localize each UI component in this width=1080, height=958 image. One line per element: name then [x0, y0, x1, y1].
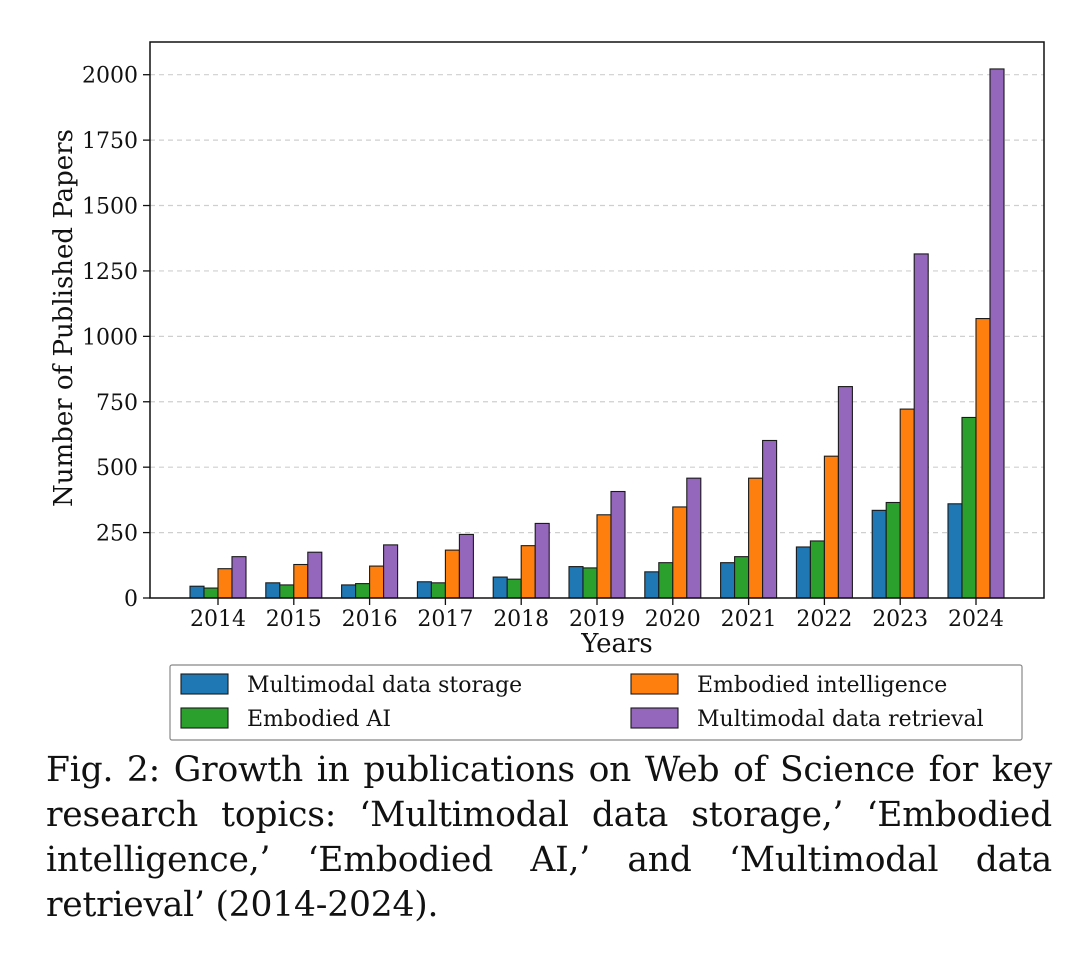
- y-axis-label: Number of Published Papers: [49, 129, 79, 507]
- bar: [596, 514, 612, 599]
- y-axis-ticks: 0 250 500 750 1000 1250 1500 1750 2000: [82, 64, 150, 612]
- legend-swatch: [180, 707, 229, 729]
- bar: [203, 587, 219, 599]
- bar: [885, 501, 901, 599]
- x-tick-label: 2020: [645, 607, 701, 632]
- bar: [189, 585, 205, 599]
- bars: [189, 68, 1005, 599]
- y-tick-label: 1750: [82, 129, 138, 154]
- bar: [961, 416, 977, 599]
- y-tick-label: 750: [96, 391, 138, 416]
- bar: [871, 509, 887, 599]
- bar: [341, 584, 357, 599]
- x-tick-label: 2019: [569, 607, 625, 632]
- x-tick-label: 2023: [872, 607, 928, 632]
- bar: [355, 583, 371, 599]
- legend-swatch: [630, 673, 679, 695]
- x-axis-ticks: 2014 2015 2016 2017 2018 2019 2020 2021 2022 2023…: [190, 598, 1004, 632]
- bar: [430, 582, 446, 599]
- bar: [293, 563, 309, 599]
- bar: [686, 477, 702, 599]
- x-tick-label: 2018: [493, 607, 549, 632]
- bar: [534, 522, 550, 599]
- legend-swatch: [180, 673, 229, 695]
- bar: [265, 582, 281, 599]
- y-tick-label: 2000: [82, 64, 138, 89]
- figure-caption: Fig. 2: Growth in publications on Web of…: [46, 750, 1052, 925]
- bar: [568, 566, 584, 599]
- bar: [231, 556, 247, 599]
- y-tick-label: 1500: [82, 195, 138, 220]
- bar: [947, 503, 963, 599]
- x-tick-label: 2024: [948, 607, 1004, 632]
- x-tick-label: 2014: [190, 607, 246, 632]
- bar: [913, 253, 929, 599]
- x-tick-label: 2021: [721, 607, 777, 632]
- bar: [762, 439, 778, 599]
- bar: [658, 562, 674, 599]
- y-tick-label: 1250: [82, 260, 138, 285]
- bar: [823, 455, 839, 599]
- bar: [492, 576, 508, 599]
- bar: [416, 581, 432, 599]
- x-tick-label: 2015: [266, 607, 322, 632]
- legend-entry: Embodied intelligence: [630, 673, 947, 698]
- x-tick-label: 2017: [417, 607, 473, 632]
- bar: [748, 477, 764, 599]
- bar: [279, 584, 295, 599]
- bar: [989, 68, 1005, 599]
- bar: [444, 549, 460, 599]
- gridlines: [150, 74, 1044, 534]
- bar: [582, 567, 598, 599]
- legend-label: Embodied intelligence: [697, 673, 947, 698]
- x-axis-label: Years: [580, 629, 653, 659]
- bar: [899, 408, 915, 599]
- bar: [610, 490, 626, 599]
- bar: [383, 544, 399, 599]
- y-tick-label: 500: [96, 456, 138, 481]
- legend-box: [169, 664, 1023, 741]
- y-tick-label: 0: [124, 587, 138, 612]
- legend-swatch: [630, 707, 679, 729]
- bar: [734, 556, 750, 599]
- y-tick-label: 1000: [82, 325, 138, 350]
- bar: [644, 571, 660, 599]
- bar: [369, 565, 385, 599]
- bar: [307, 551, 323, 599]
- bar: [795, 546, 811, 599]
- x-tick-label: 2016: [342, 607, 398, 632]
- legend-label: Multimodal data retrieval: [697, 707, 984, 732]
- bar: [720, 562, 736, 599]
- bar: [520, 545, 536, 599]
- bar: [837, 386, 853, 599]
- legend-entry: Embodied AI: [180, 707, 391, 732]
- legend-label: Embodied AI: [247, 707, 391, 732]
- bar: [506, 578, 522, 599]
- bar: [217, 568, 233, 599]
- bar: [975, 318, 991, 599]
- x-tick-label: 2022: [796, 607, 852, 632]
- legend-entry: Multimodal data storage: [180, 673, 522, 698]
- legend: Multimodal data storage Embodied intellig…: [169, 664, 1023, 741]
- bar: [809, 540, 825, 599]
- legend-entry: Multimodal data retrieval: [630, 707, 984, 732]
- bar: [672, 506, 688, 599]
- bar: [458, 533, 474, 599]
- legend-label: Multimodal data storage: [247, 673, 522, 698]
- y-tick-label: 250: [96, 522, 138, 547]
